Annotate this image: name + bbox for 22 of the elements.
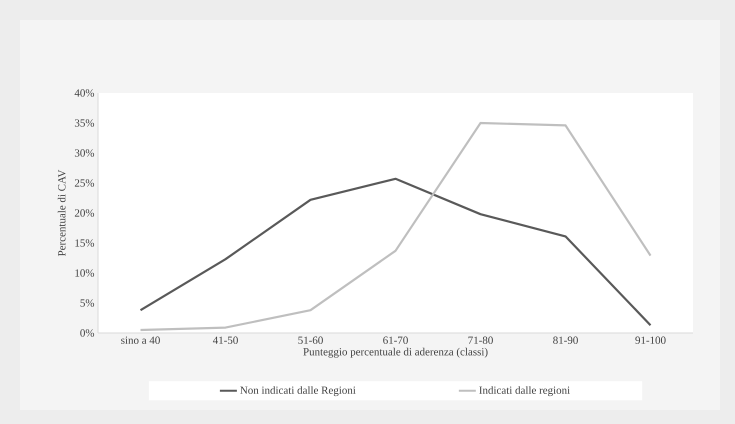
y-tick-label: 20% [74, 209, 94, 217]
y-tick-label: 25% [74, 179, 94, 187]
y-tick-label: 5% [80, 299, 94, 307]
x-tick-label: 41-50 [212, 336, 238, 344]
x-tick-label: 91-100 [635, 336, 666, 344]
x-tick-label: 51-60 [298, 336, 323, 344]
y-tick-label: 10% [75, 269, 94, 277]
x-tick-label: 61-70 [383, 336, 408, 344]
line-series [139, 122, 652, 332]
line-series [139, 178, 652, 326]
y-axis-title: Percentuale di CAV [58, 170, 66, 256]
legend-label: Non indicati dalle Regioni [240, 386, 356, 396]
legend-label: Indicati dalle regioni [479, 386, 570, 396]
x-axis-title: Punteggio percentuale di aderenza (classi) [303, 348, 488, 358]
y-tick-label: 0% [80, 329, 94, 337]
x-tick-label: sino a 40 [121, 336, 160, 344]
y-tick-label: 35% [74, 119, 94, 127]
y-tick-label: 40% [74, 89, 94, 97]
x-tick-label: 71-80 [468, 336, 493, 344]
x-tick-label: 81-90 [553, 336, 578, 344]
y-tick-label: 30% [74, 149, 94, 157]
y-tick-label: 15% [75, 239, 94, 247]
